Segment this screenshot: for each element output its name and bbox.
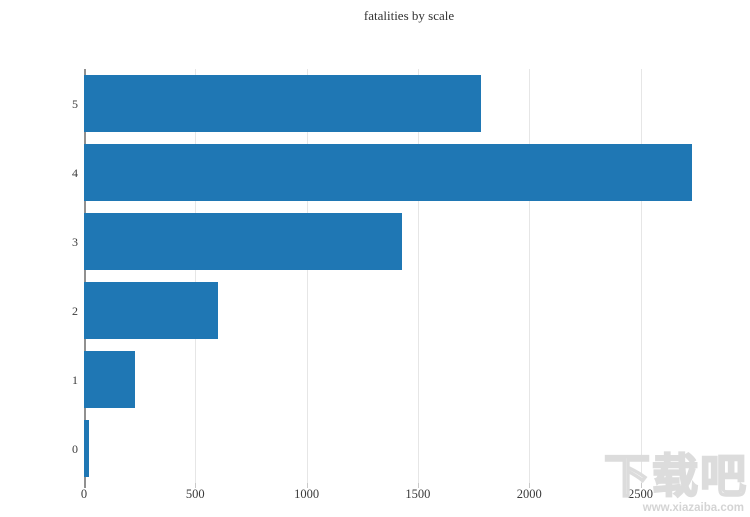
gridline-x-1500	[417, 69, 419, 483]
y-tick-label-3: 3	[72, 234, 78, 249]
bar-scale-2	[84, 282, 218, 339]
y-tick-label-0: 0	[72, 441, 78, 456]
y-tick-label-4: 4	[72, 165, 78, 180]
chart-title: fatalities by scale	[363, 8, 455, 23]
bar-scale-0	[84, 420, 89, 477]
watermark: 下载吧 www.xiazaiba.com	[603, 451, 750, 515]
gridline-x-2500	[640, 69, 642, 483]
x-axis-tick-1500	[417, 483, 419, 488]
bar-scale-5	[84, 75, 482, 132]
watermark-logo: 下载吧	[603, 451, 748, 503]
x-tick-label-1000: 1000	[294, 487, 320, 501]
bar-scale-3	[84, 213, 403, 270]
x-tick-label-1500: 1500	[405, 487, 431, 501]
x-axis-tick-2000	[529, 483, 531, 488]
y-tick-label-2: 2	[72, 303, 78, 318]
gridline-x-500	[195, 69, 197, 483]
y-axis-line	[84, 69, 86, 488]
x-tick-label-2500: 2500	[628, 487, 653, 501]
bar-scale-1	[84, 351, 136, 408]
x-tick-label-2000: 2000	[516, 487, 542, 501]
x-tick-label-0: 0	[80, 487, 88, 501]
y-tick-label-1: 1	[72, 372, 78, 387]
bar-scale-4	[84, 144, 692, 201]
x-axis-tick-1000	[306, 483, 308, 488]
x-tick-label-500: 500	[185, 487, 205, 501]
gridline-x-2000	[529, 69, 531, 483]
y-tick-label-5: 5	[72, 96, 78, 111]
x-axis-tick-2500	[640, 483, 642, 488]
gridline-x-1000	[306, 69, 308, 483]
x-axis-tick-500	[195, 483, 197, 488]
watermark-url: www.xiazaiba.com	[642, 502, 744, 514]
